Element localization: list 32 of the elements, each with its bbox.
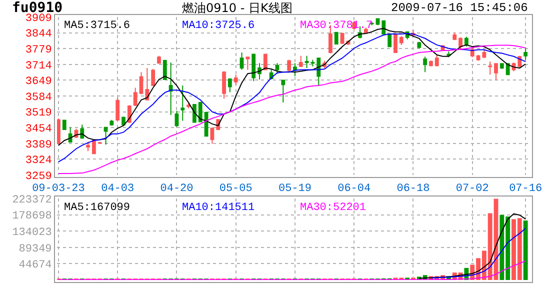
text: MA10:141511: [182, 202, 256, 214]
x-tick-label: 06-04: [338, 183, 371, 196]
x-tick-label: 07-16: [509, 183, 542, 196]
y-tick-label: 3714: [25, 60, 52, 72]
text: MA30:52201: [300, 202, 366, 214]
text: MA5:3715.6: [64, 20, 130, 32]
y-tick-label: 3584: [25, 92, 52, 104]
text: 2009-07-16 15:45:06: [391, 1, 528, 15]
y-tick-label: 3779: [25, 44, 52, 56]
y-tick-label: 3259: [25, 170, 52, 183]
y-tick-label: 3454: [25, 123, 52, 136]
x-tick-label: 04-03: [101, 183, 134, 196]
y-tick-label: 89349: [18, 243, 52, 256]
y-tick-label: 223372: [12, 194, 52, 206]
y-tick-label: 3844: [25, 28, 52, 41]
y-tick-label: 3389: [25, 139, 52, 152]
x-tick-label: 05-05: [219, 183, 252, 196]
y-tick-label: 3324: [25, 155, 52, 168]
y-tick-label: 178698: [12, 210, 52, 223]
text: MA10:3725.6: [182, 20, 255, 32]
y-tick-label: 134023: [12, 226, 52, 239]
x-tick-label: 09-03-23: [32, 183, 85, 196]
y-tick-label: 3909: [25, 12, 52, 25]
chart-subtitle: 燃油0910 - 日K线图: [182, 1, 292, 15]
x-tick-label: 04-20: [160, 183, 194, 196]
x-tick-label: 07-02: [456, 183, 489, 196]
y-tick-label: 44674: [18, 260, 52, 272]
x-tick-label: 06-18: [396, 183, 430, 196]
x-tick-label: 05-19: [278, 183, 312, 196]
text: MA5:167099: [64, 202, 130, 214]
y-tick-label: 3649: [25, 76, 52, 88]
y-tick-label: 3519: [25, 108, 52, 120]
